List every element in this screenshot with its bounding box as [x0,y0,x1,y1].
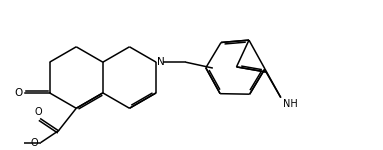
Text: NH: NH [283,99,298,109]
Text: O: O [30,138,38,148]
Text: O: O [34,107,42,117]
Text: N: N [157,57,165,67]
Text: O: O [14,88,23,98]
